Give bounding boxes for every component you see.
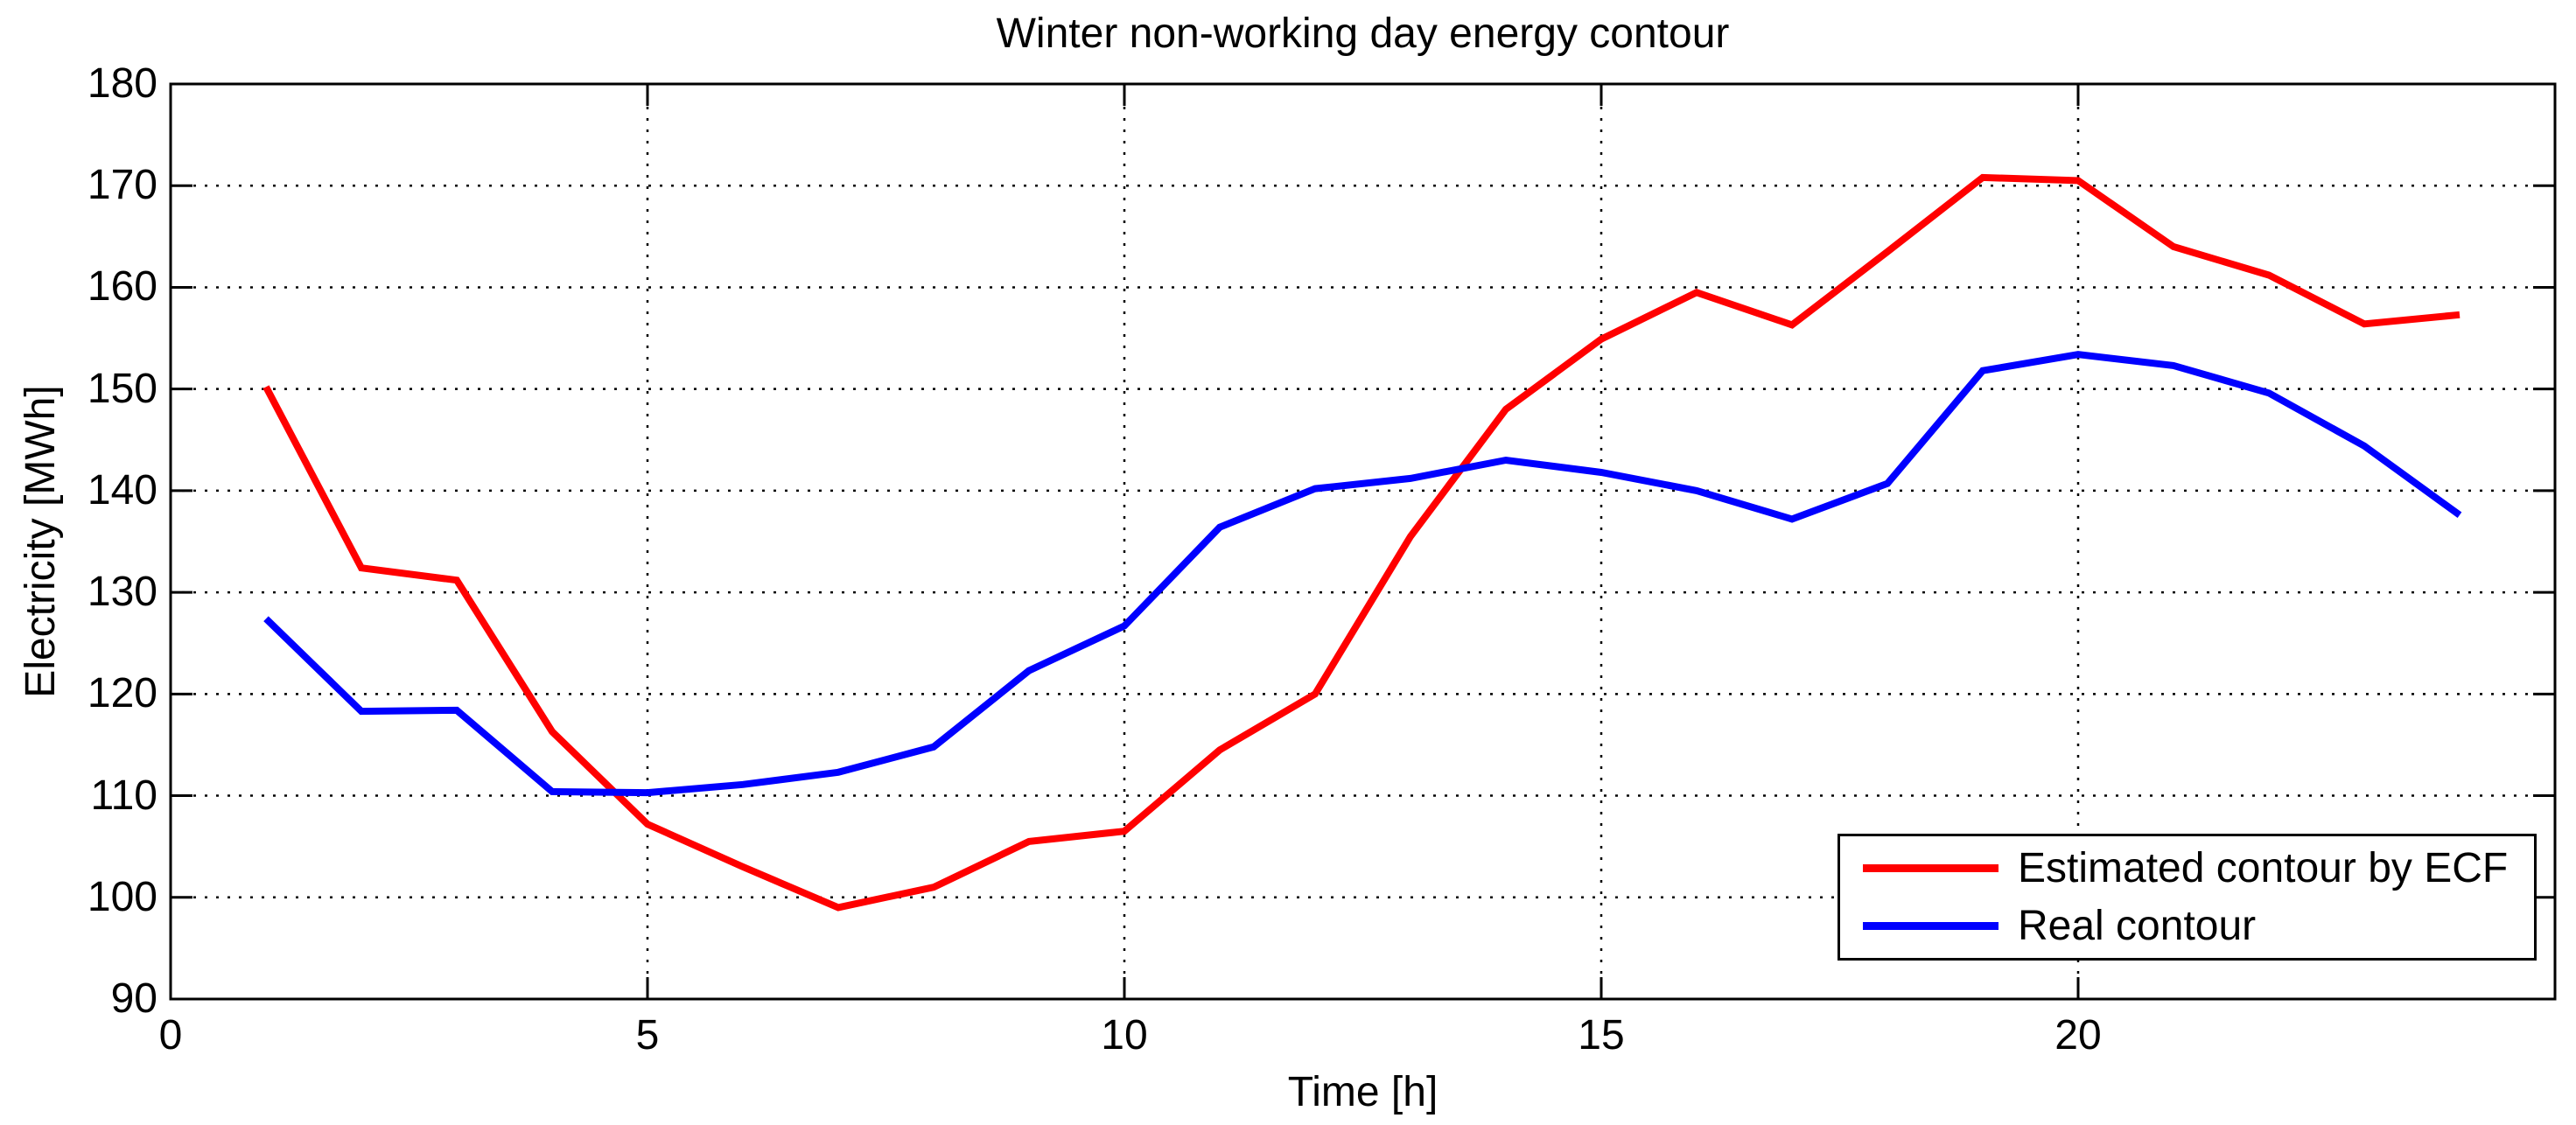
legend-item-real: Real contour	[1840, 902, 2534, 949]
axis-border	[169, 82, 2557, 1001]
x-tick-label-10: 10	[1101, 1012, 1148, 1059]
x-tick-label-5: 5	[635, 1012, 660, 1059]
series-line-estimated	[262, 173, 2460, 912]
y-tick-label-160: 160	[87, 263, 158, 311]
y-tick-label-140: 140	[87, 466, 158, 514]
chart-title: Winter non-working day energy contour	[996, 10, 1730, 57]
x-tick-label-0: 0	[158, 1012, 183, 1059]
legend-line-sample-estimated	[1863, 864, 1998, 872]
y-tick-label-100: 100	[87, 873, 158, 920]
legend-line-sample-real	[1863, 922, 1998, 930]
y-tick-label-180: 180	[87, 60, 158, 107]
y-tick-label-130: 130	[87, 569, 158, 616]
legend-item-estimated: Estimated contour by ECF	[1840, 844, 2534, 891]
legend-label-real: Real contour	[2018, 902, 2257, 949]
x-tick-label-20: 20	[2054, 1012, 2102, 1059]
y-tick-label-170: 170	[87, 162, 158, 209]
y-tick-label-150: 150	[87, 365, 158, 412]
series-line-real	[263, 351, 2462, 797]
x-axis-label: Time [h]	[1287, 1069, 1438, 1115]
legend: Estimated contour by ECF Real contour	[1838, 834, 2537, 961]
y-tick-label-120: 120	[87, 670, 158, 717]
y-tick-label-90: 90	[110, 975, 158, 1022]
legend-label-estimated: Estimated contour by ECF	[2018, 844, 2509, 891]
y-tick-label-110: 110	[90, 772, 158, 819]
x-tick-label-15: 15	[1578, 1012, 1625, 1059]
